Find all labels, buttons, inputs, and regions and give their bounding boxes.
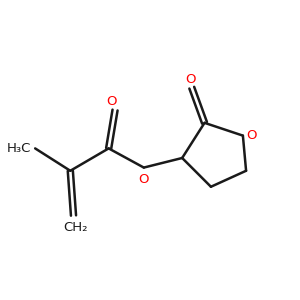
Text: H₃C: H₃C [7,142,31,155]
Text: O: O [106,95,117,109]
Text: CH₂: CH₂ [63,221,87,234]
Text: O: O [139,173,149,186]
Text: O: O [246,129,256,142]
Text: O: O [185,73,195,86]
